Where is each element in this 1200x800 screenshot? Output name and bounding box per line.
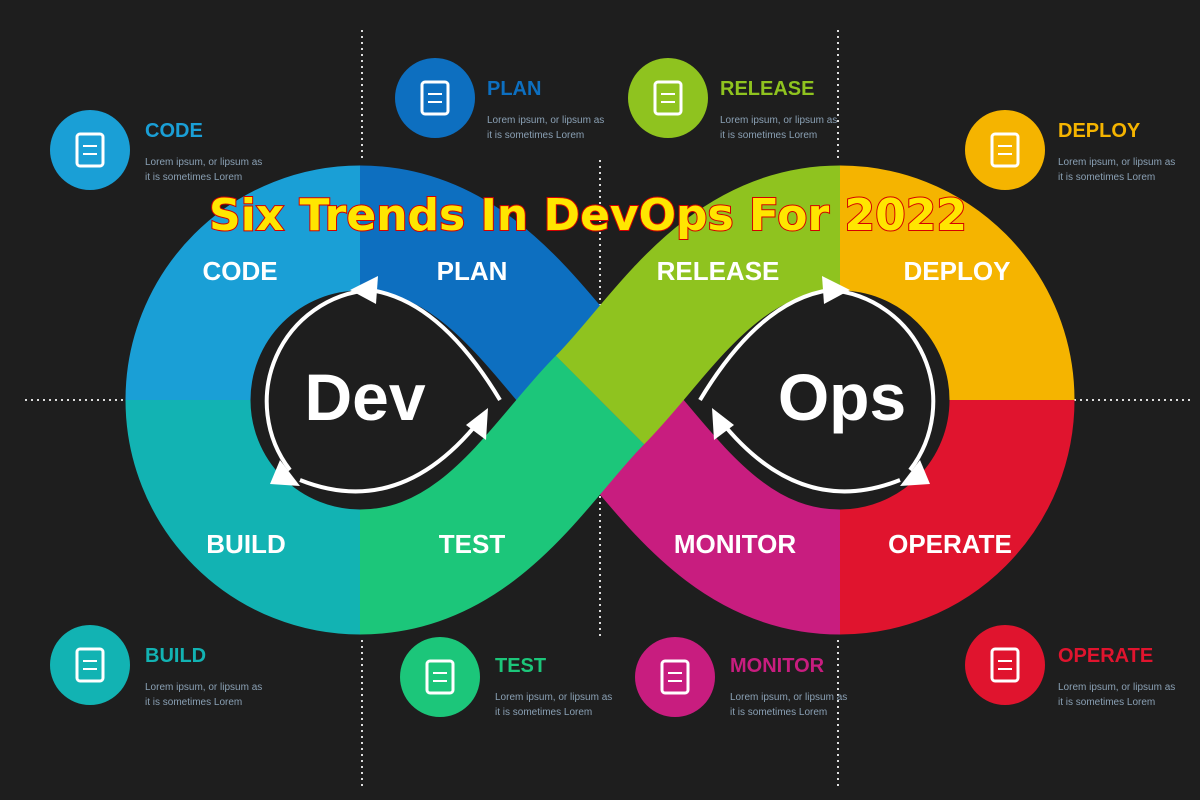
card-text: it is sometimes Lorem: [495, 707, 592, 718]
card-icon: [420, 80, 450, 116]
infinity-loop: [125, 165, 1075, 635]
card: PLAN Lorem ipsum, or lipsum as it is somet…: [395, 58, 604, 141]
card-icon-circle: [50, 110, 130, 190]
card: CODE Lorem ipsum, or lipsum as it is somet…: [50, 110, 262, 190]
card-icon-circle: [395, 58, 475, 138]
segment-label: PLAN: [437, 256, 508, 286]
card-text: Lorem ipsum, or lipsum as: [1058, 157, 1175, 168]
card-text: it is sometimes Lorem: [1058, 172, 1155, 183]
segment-label: BUILD: [206, 529, 285, 559]
card-icon: [425, 659, 455, 695]
card: MONITOR Lorem ipsum, or lipsum as it is so…: [635, 637, 847, 718]
card-title: RELEASE: [720, 78, 814, 100]
title: Six Trends In DevOps For 2022: [209, 190, 967, 241]
card-text: Lorem ipsum, or lipsum as: [145, 682, 262, 693]
card-title: PLAN: [487, 78, 541, 100]
card-title: OPERATE: [1058, 645, 1153, 667]
card-icon-circle: [50, 625, 130, 705]
card-title: DEPLOY: [1058, 120, 1141, 142]
card: TEST Lorem ipsum, or lipsum as it is somet…: [400, 637, 612, 718]
card: DEPLOY Lorem ipsum, or lipsum as it is som…: [965, 110, 1175, 190]
segment-label: RELEASE: [657, 256, 780, 286]
segment-label: TEST: [439, 529, 506, 559]
card-title: TEST: [495, 655, 546, 677]
segment-label: CODE: [202, 256, 277, 286]
card-icon-circle: [628, 58, 708, 138]
segment-label: DEPLOY: [904, 256, 1011, 286]
card-text: it is sometimes Lorem: [720, 130, 817, 141]
card-icon: [990, 647, 1020, 683]
card-text: it is sometimes Lorem: [145, 172, 242, 183]
card-icon-circle: [965, 625, 1045, 705]
card-text: it is sometimes Lorem: [145, 697, 242, 708]
segment-labels: CODE PLAN RELEASE DEPLOY BUILD TEST MONITOR OPE…: [202, 256, 1011, 559]
card-text: it is sometimes Lorem: [1058, 697, 1155, 708]
card-text: Lorem ipsum, or lipsum as: [720, 115, 837, 126]
card-text: Lorem ipsum, or lipsum as: [487, 115, 604, 126]
cycle-arrows: [264, 288, 936, 494]
card-text: Lorem ipsum, or lipsum as: [730, 692, 847, 703]
card-text: Lorem ipsum, or lipsum as: [1058, 682, 1175, 693]
loop-label: Ops: [778, 360, 906, 434]
card-icon: [653, 80, 683, 116]
card-text: Lorem ipsum, or lipsum as: [145, 157, 262, 168]
card-icon: [75, 132, 105, 168]
loop-label: Dev: [304, 360, 425, 434]
card-title: BUILD: [145, 645, 206, 667]
card-text: Lorem ipsum, or lipsum as: [495, 692, 612, 703]
card-text: it is sometimes Lorem: [730, 707, 827, 718]
card: OPERATE Lorem ipsum, or lipsum as it is so…: [965, 625, 1175, 708]
cards: CODE Lorem ipsum, or lipsum as it is somet…: [50, 58, 1175, 718]
segment-label: MONITOR: [674, 529, 797, 559]
card-title: CODE: [145, 120, 203, 142]
card-icon-circle: [965, 110, 1045, 190]
card: RELEASE Lorem ipsum, or lipsum as it is so…: [628, 58, 837, 141]
card-title: MONITOR: [730, 655, 825, 677]
card-icon: [990, 132, 1020, 168]
card-text: it is sometimes Lorem: [487, 130, 584, 141]
card: BUILD Lorem ipsum, or lipsum as it is some…: [50, 625, 262, 708]
card-icon: [660, 659, 690, 695]
arrow-heads: [270, 276, 930, 486]
card-icon-circle: [400, 637, 480, 717]
segment-label: OPERATE: [888, 529, 1012, 559]
card-icon: [75, 647, 105, 683]
card-icon-circle: [635, 637, 715, 717]
